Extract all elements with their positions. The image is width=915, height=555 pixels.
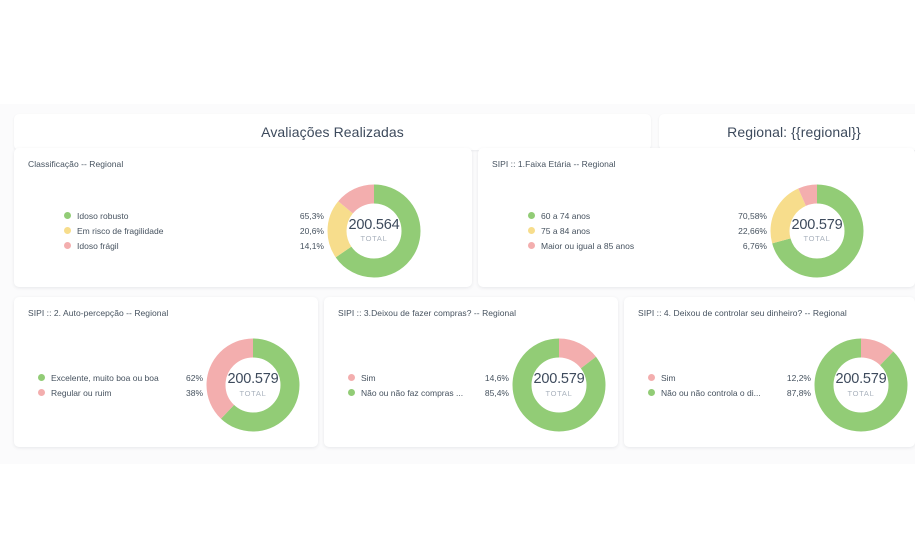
legend-item-value: 87,8% (786, 387, 811, 398)
donut-segment[interactable] (327, 184, 421, 277)
card-body: Idoso robusto 65,3% Em risco de fragilidad… (14, 174, 472, 287)
legend-item-value: 12,2% (786, 372, 811, 383)
donut-segment[interactable] (770, 184, 864, 277)
legend-item-value: 62% (185, 372, 203, 383)
legend-item[interactable]: Em risco de fragilidade 20,6% (64, 224, 324, 237)
legend-item-label: 75 a 84 anos (541, 225, 591, 236)
card-title: SIPI :: 4. Deixou de controlar seu dinhe… (638, 308, 847, 318)
chart-legend[interactable]: Idoso robusto 65,3% Em risco de fragilidad… (14, 209, 324, 252)
donut-svg (327, 184, 421, 277)
legend-item[interactable]: Não ou não controla o di... 87,8% (648, 386, 811, 399)
legend-color-swatch-icon (648, 374, 655, 381)
legend-color-swatch-icon (528, 242, 535, 249)
donut-segment[interactable] (512, 338, 606, 432)
donut-chart[interactable]: 200.564 TOTAL (324, 181, 424, 281)
legend-item-label: Sim (661, 372, 676, 383)
card-title: SIPI :: 2. Auto-percepção -- Regional (28, 308, 169, 318)
card-title: SIPI :: 1.Faixa Etária -- Regional (492, 159, 616, 169)
legend-item[interactable]: 60 a 74 anos 70,58% (528, 209, 767, 222)
dashboard-header: Avaliações Realizadas Regional: {{region… (14, 114, 915, 150)
card-title: Classificação -- Regional (28, 159, 124, 169)
legend-item-value: 65,3% (299, 210, 324, 221)
legend-item[interactable]: Idoso robusto 65,3% (64, 209, 324, 222)
card-body: Sim 14,6% Não ou não faz compras ... 85,4% … (324, 323, 618, 447)
donut-segment[interactable] (206, 338, 300, 432)
card-body: Sim 12,2% Não ou não controla o di... 87,8%… (624, 323, 915, 447)
donut-chart[interactable]: 200.579 TOTAL (811, 335, 911, 435)
donut-svg (206, 338, 300, 432)
legend-item-value: 20,6% (299, 225, 324, 236)
card-body: 60 a 74 anos 70,58% 75 a 84 anos 22,66% Maio… (478, 174, 915, 287)
legend-item-value: 6,76% (742, 240, 767, 251)
legend-item[interactable]: Idoso frágil 14,1% (64, 239, 324, 252)
donut-svg (770, 184, 864, 277)
legend-item-value: 85,4% (484, 387, 509, 398)
panel-title-regional: Regional: {{regional}} (727, 124, 861, 140)
legend-item-label: Idoso robusto (77, 210, 129, 221)
donut-segment[interactable] (814, 338, 908, 432)
donut-segment[interactable] (770, 184, 864, 277)
panel-regional-filter[interactable]: Regional: {{regional}} (659, 114, 915, 150)
legend-color-swatch-icon (528, 212, 535, 219)
legend-item-label: Em risco de fragilidade (77, 225, 164, 236)
legend-color-swatch-icon (64, 227, 71, 234)
legend-color-swatch-icon (38, 389, 45, 396)
donut-chart[interactable]: 200.579 TOTAL (203, 335, 303, 435)
card-title: SIPI :: 3.Deixou de fazer compras? -- Re… (338, 308, 517, 318)
legend-item-value: 14,1% (299, 240, 324, 251)
legend-item[interactable]: Excelente, muito boa ou boa 62% (38, 371, 203, 384)
legend-item[interactable]: 75 a 84 anos 22,66% (528, 224, 767, 237)
chart-legend[interactable]: Sim 12,2% Não ou não controla o di... 87,8% (624, 371, 811, 399)
panel-title-avaliacoes: Avaliações Realizadas (261, 124, 404, 140)
chart-legend[interactable]: Sim 14,6% Não ou não faz compras ... 85,4% (324, 371, 509, 399)
legend-item-label: Maior ou igual a 85 anos (541, 240, 635, 251)
donut-svg (512, 338, 606, 432)
legend-item-value: 38% (185, 387, 203, 398)
donut-chart[interactable]: 200.579 TOTAL (767, 181, 867, 281)
card-faixa-etaria[interactable]: SIPI :: 1.Faixa Etária -- Regional 60 a … (478, 148, 915, 287)
legend-item-label: 60 a 74 anos (541, 210, 591, 221)
donut-segment[interactable] (327, 184, 421, 277)
legend-color-swatch-icon (64, 212, 71, 219)
legend-color-swatch-icon (648, 389, 655, 396)
card-body: Excelente, muito boa ou boa 62% Regular ou… (14, 323, 318, 447)
legend-item-label: Regular ou ruim (51, 387, 112, 398)
legend-item[interactable]: Regular ou ruim 38% (38, 386, 203, 399)
donut-svg (814, 338, 908, 432)
legend-item[interactable]: Sim 14,6% (348, 371, 509, 384)
chart-legend[interactable]: 60 a 74 anos 70,58% 75 a 84 anos 22,66% Maio… (478, 209, 767, 252)
legend-color-swatch-icon (348, 374, 355, 381)
legend-item-label: Excelente, muito boa ou boa (51, 372, 159, 383)
panel-avaliacoes-realizadas[interactable]: Avaliações Realizadas (14, 114, 651, 150)
legend-item-label: Não ou não controla o di... (661, 387, 761, 398)
legend-item-value: 14,6% (484, 372, 509, 383)
legend-color-swatch-icon (528, 227, 535, 234)
chart-legend[interactable]: Excelente, muito boa ou boa 62% Regular ou… (14, 371, 203, 399)
card-deixou-de-fazer-compras[interactable]: SIPI :: 3.Deixou de fazer compras? -- Re… (324, 297, 618, 447)
legend-item-label: Não ou não faz compras ... (361, 387, 464, 398)
card-classificacao[interactable]: Classificação -- Regional Idoso robusto 6… (14, 148, 472, 287)
legend-item-label: Sim (361, 372, 376, 383)
legend-item-label: Idoso frágil (77, 240, 119, 251)
legend-color-swatch-icon (348, 389, 355, 396)
card-deixou-de-controlar-dinheiro[interactable]: SIPI :: 4. Deixou de controlar seu dinhe… (624, 297, 915, 447)
legend-color-swatch-icon (38, 374, 45, 381)
donut-chart[interactable]: 200.579 TOTAL (509, 335, 609, 435)
legend-item[interactable]: Sim 12,2% (648, 371, 811, 384)
card-auto-percepcao[interactable]: SIPI :: 2. Auto-percepção -- Regional Ex… (14, 297, 318, 447)
legend-item[interactable]: Maior ou igual a 85 anos 6,76% (528, 239, 767, 252)
legend-color-swatch-icon (64, 242, 71, 249)
legend-item-value: 70,58% (738, 210, 767, 221)
legend-item[interactable]: Não ou não faz compras ... 85,4% (348, 386, 509, 399)
legend-item-value: 22,66% (738, 225, 767, 236)
